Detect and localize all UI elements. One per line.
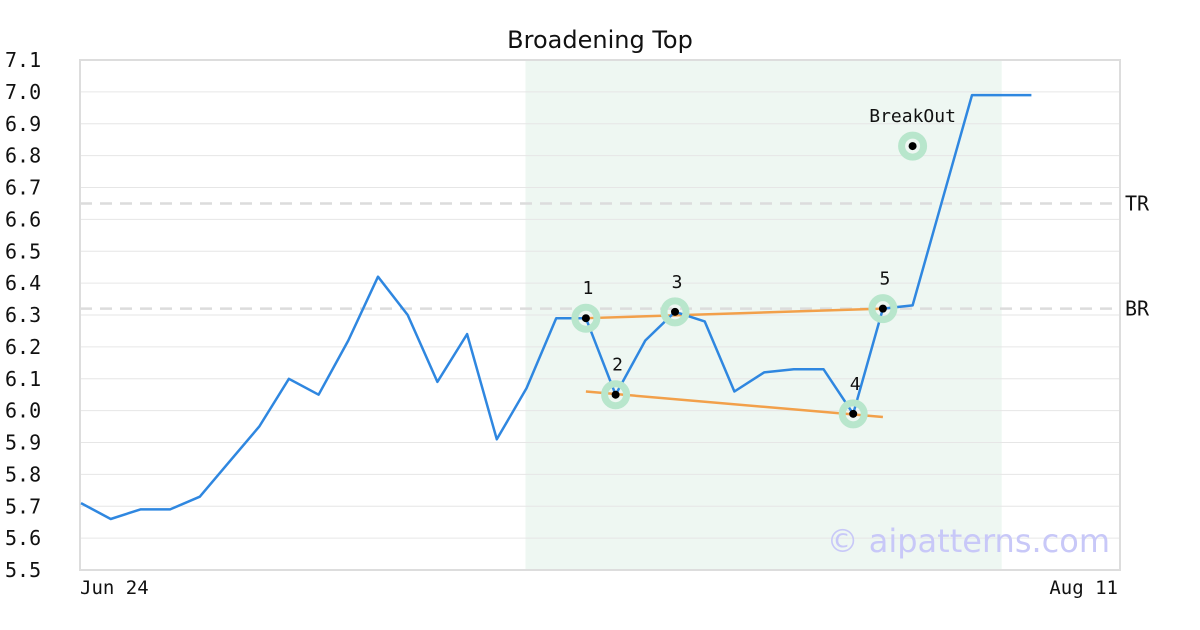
watermark: © aipatterns.com: [827, 522, 1110, 560]
pivot-marker: [660, 297, 690, 327]
pivot-marker: [601, 380, 631, 410]
y-tick-label: 6.8: [5, 144, 41, 168]
x-tick-label: Aug 11: [1049, 577, 1118, 599]
y-tick-label: 6.2: [5, 335, 41, 359]
pivot-dot: [611, 390, 620, 399]
x-tick-label: Jun 24: [80, 577, 149, 599]
y-tick-label: 7.1: [5, 48, 41, 72]
pivot-marker: [838, 399, 868, 429]
pivot-marker: [868, 294, 898, 324]
y-tick-label: 6.1: [5, 367, 41, 391]
pivot-label: 1: [582, 278, 593, 299]
pivot-dot: [671, 307, 679, 316]
y-tick-label: 5.9: [5, 431, 41, 455]
breakout-dot: [908, 142, 917, 151]
level-layer: TR BR: [80, 191, 1150, 321]
pivot-marker: [571, 303, 601, 333]
grid-layer: [80, 59, 1120, 571]
chart-title: Broadening Top: [507, 26, 693, 54]
pivot-label: 4: [850, 374, 861, 395]
y-tick-label: 6.3: [5, 303, 41, 327]
plot-frame: [79, 59, 1121, 571]
pivot-dot: [878, 304, 887, 313]
pivot-label: 2: [612, 355, 623, 376]
y-tick-label: 5.6: [5, 526, 41, 550]
price-line: [80, 93, 1032, 521]
pivot-dot: [849, 409, 858, 418]
pivot-label: 3: [672, 272, 683, 293]
pivot-label: 5: [879, 269, 890, 290]
trendline: [585, 307, 883, 320]
series-layer: [80, 93, 1032, 521]
y-tick-label: 7.0: [5, 80, 41, 104]
y-tick-label: 5.5: [5, 558, 41, 582]
trendline-layer: [585, 307, 884, 419]
pivot-layer: 1 2 3 4 5 BreakOut: [571, 106, 956, 429]
y-tick-label: 6.7: [5, 176, 41, 200]
y-tick-labels: 5.5 5.6 5.7 5.8 5.9 6.0 6.1 6.2 6.3 6.4 6.5 6.6 6.7 6…: [5, 48, 41, 582]
breakout-marker: [898, 131, 928, 161]
y-tick-label: 5.7: [5, 494, 41, 518]
y-tick-label: 6.0: [5, 399, 41, 423]
breakout-label: BreakOut: [869, 106, 956, 127]
level-label: TR: [1125, 191, 1150, 215]
y-tick-label: 6.9: [5, 112, 41, 136]
y-tick-label: 6.4: [5, 271, 41, 295]
x-tick-labels: Jun 24 Aug 11: [80, 577, 1118, 599]
y-tick-label: 6.6: [5, 207, 41, 231]
y-tick-label: 6.5: [5, 239, 41, 263]
pivot-dot: [581, 314, 590, 323]
trendline: [585, 390, 884, 419]
level-label: BR: [1125, 297, 1150, 321]
y-tick-label: 5.8: [5, 462, 41, 486]
